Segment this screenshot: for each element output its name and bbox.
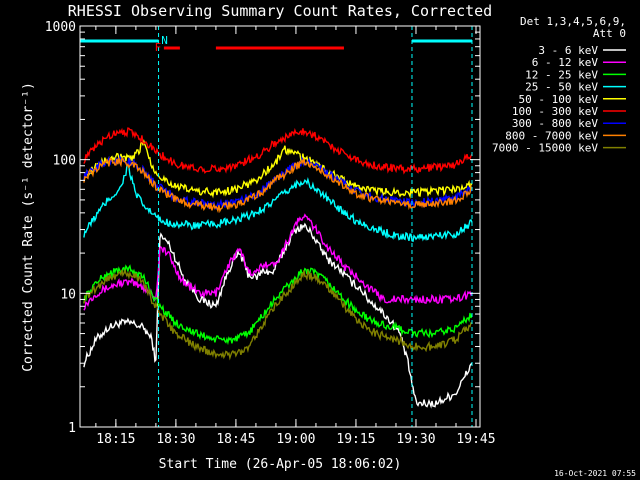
legend-entry-label: 300 - 800 keV <box>512 117 598 130</box>
x-tick-label: 18:30 <box>156 432 195 447</box>
legend-entry-label: 800 - 7000 keV <box>505 129 598 142</box>
x-axis-label: Start Time (26-Apr-05 18:06:02) <box>159 457 402 472</box>
legend-entry-label: 6 - 12 keV <box>532 56 599 69</box>
timestamp: 16-Oct-2021 07:55 <box>554 469 636 478</box>
x-tick-label: 19:15 <box>336 432 375 447</box>
x-tick-label: 19:00 <box>276 432 315 447</box>
y-axis-label: Corrected Count Rate (s⁻¹ detector⁻¹) <box>21 82 36 372</box>
x-tick-label: 19:45 <box>456 432 495 447</box>
plot-frame <box>79 25 481 428</box>
legend-entry-label: 100 - 300 keV <box>512 105 598 118</box>
flag-layer: NF <box>79 26 473 427</box>
y-tick-label: 100 <box>53 154 76 169</box>
flag-label: F <box>155 41 162 54</box>
legend-title-line-1: Det 1,3,4,5,6,9, <box>520 15 626 28</box>
chart-title: RHESSI Observing Summary Count Rates, Co… <box>68 2 492 20</box>
legend-entry-label: 12 - 25 keV <box>525 68 598 81</box>
x-tick-label: 18:45 <box>216 432 255 447</box>
x-tick-label: 19:30 <box>396 432 435 447</box>
y-axis: 1 10 100 1000 <box>45 20 480 436</box>
y-tick-label: 1 <box>68 421 76 436</box>
series-line <box>83 139 473 199</box>
series-line <box>83 164 473 243</box>
x-tick-label: 18:15 <box>96 432 135 447</box>
legend-entry-label: 3 - 6 keV <box>538 44 598 57</box>
x-axis: 18:15 18:30 18:45 19:00 19:15 19:30 19:45 <box>95 26 496 447</box>
legend-entry-label: 7000 - 15000 keV <box>492 142 598 155</box>
plot-data-layer <box>83 127 473 409</box>
y-tick-label: 1000 <box>45 20 76 35</box>
legend-entry-label: 25 - 50 keV <box>525 81 598 94</box>
legend-title-line-2: Att 0 <box>593 27 626 40</box>
series-line <box>83 157 473 214</box>
legend-entry-label: 50 - 100 keV <box>519 93 599 106</box>
series-line <box>83 127 473 175</box>
series-line <box>83 264 473 346</box>
flag-label: N <box>161 34 168 47</box>
series-line <box>83 268 472 361</box>
y-tick-label: 10 <box>60 287 76 302</box>
